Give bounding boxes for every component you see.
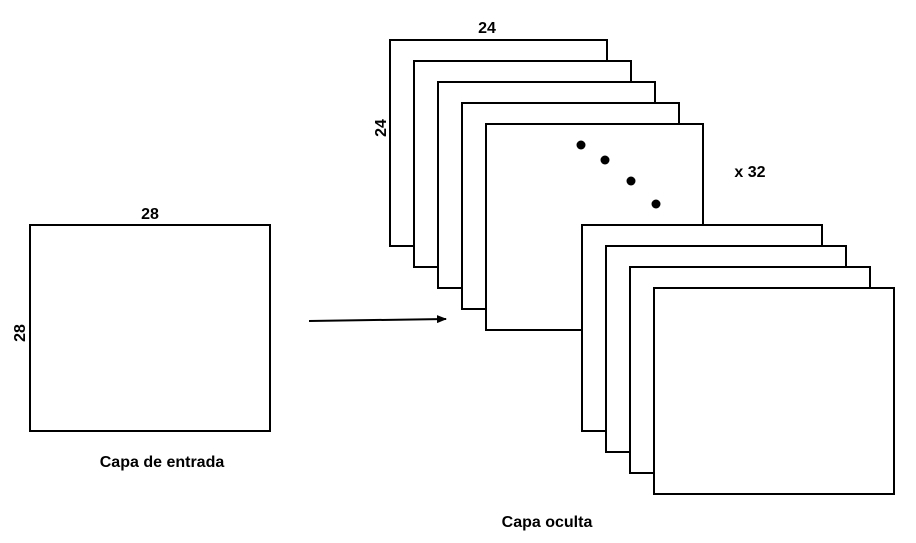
hidden-layer-caption: Capa oculta bbox=[502, 514, 593, 531]
ellipsis-dot bbox=[651, 199, 661, 209]
ellipsis-dots bbox=[576, 140, 661, 209]
input-layer-box bbox=[29, 224, 271, 432]
back-feature-map-stack bbox=[581, 224, 895, 495]
front-feature-map-stack bbox=[389, 39, 704, 331]
input-layer: 28 28 Capa de entrada bbox=[12, 206, 271, 471]
ellipsis-dot bbox=[600, 155, 610, 165]
forward-arrow bbox=[308, 315, 447, 324]
hidden-height-label: 24 bbox=[373, 119, 390, 137]
feature-map-count-label: x 32 bbox=[734, 164, 765, 181]
input-layer-caption: Capa de entrada bbox=[100, 454, 225, 471]
ellipsis-dot bbox=[576, 140, 586, 150]
input-height-label: 28 bbox=[12, 324, 29, 342]
ellipsis-dot bbox=[626, 176, 636, 186]
feature-map bbox=[653, 287, 895, 495]
input-width-label: 28 bbox=[141, 206, 159, 223]
hidden-layer: 24 24 x 32 Capa oculta bbox=[373, 20, 895, 531]
hidden-width-label: 24 bbox=[478, 20, 496, 37]
